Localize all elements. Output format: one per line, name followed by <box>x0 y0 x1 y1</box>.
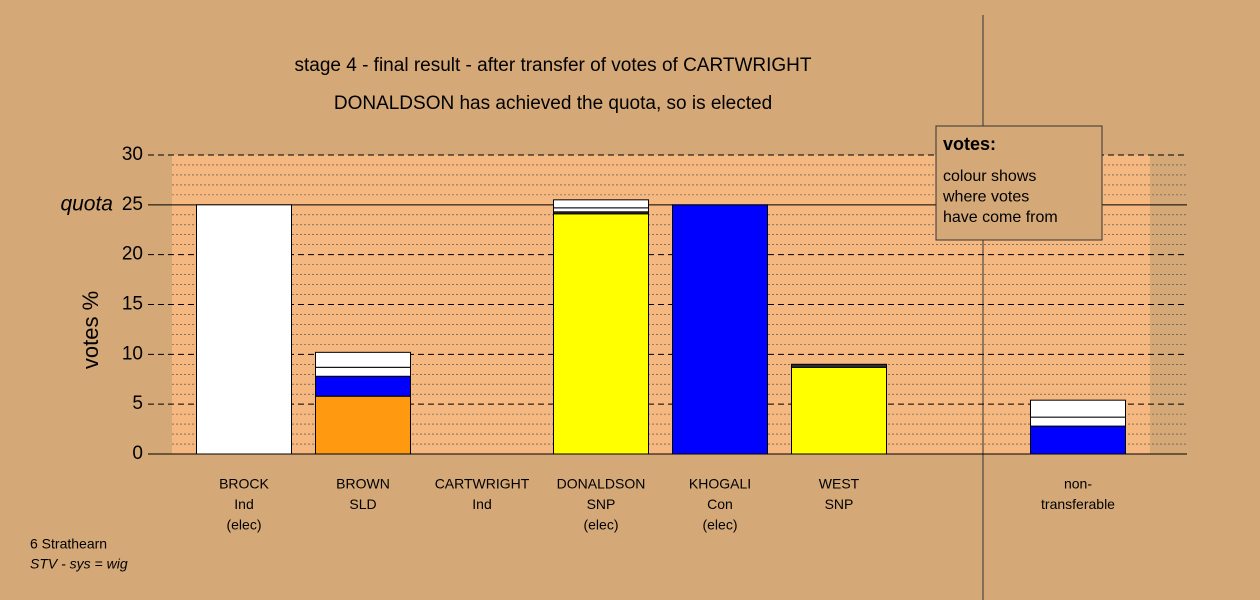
bar-segment <box>1030 399 1126 418</box>
bar-segment <box>315 366 411 377</box>
bar-segment <box>791 366 887 455</box>
y-axis-label: votes % <box>78 291 103 369</box>
legend-text: have come from <box>943 209 1058 226</box>
x-tick-label: (elec) <box>226 517 261 533</box>
legend-text: colour shows <box>943 168 1036 185</box>
x-tick-label: KHOGALI <box>689 476 751 492</box>
y-tick-label: 5 <box>132 393 143 414</box>
x-tick-label: (elec) <box>583 517 618 533</box>
chart-subtitle: DONALDSON has achieved the quota, so is … <box>334 93 772 114</box>
y-tick-label: 30 <box>122 144 143 165</box>
y-tick-label: 20 <box>122 244 143 265</box>
x-tick-label: Ind <box>234 496 253 512</box>
x-tick-label: SNP <box>587 496 616 512</box>
x-tick-label: BROCK <box>219 476 269 492</box>
x-tick-label: (elec) <box>702 517 737 533</box>
x-tick-label: Con <box>707 496 733 512</box>
x-tick-label: WEST <box>819 476 860 492</box>
legend-box <box>935 125 1103 241</box>
bar-segment <box>1030 416 1126 427</box>
bar-segment <box>672 204 768 455</box>
footer-line: STV - sys = wig <box>30 556 128 572</box>
bar-segment <box>196 204 292 455</box>
y-tick-label: 10 <box>122 343 143 364</box>
bar-segment <box>315 351 411 368</box>
bar-segment <box>1030 425 1126 455</box>
x-tick-label: BROWN <box>336 476 390 492</box>
x-tick-label: SLD <box>349 496 376 512</box>
x-tick-label: transferable <box>1041 496 1115 512</box>
x-tick-label: SNP <box>825 496 854 512</box>
footer-line: 6 Strathearn <box>30 536 107 552</box>
bar-segment <box>315 375 411 397</box>
x-tick-label: non- <box>1064 476 1092 492</box>
y-tick-label: 0 <box>132 443 143 464</box>
bar-segment <box>553 207 649 213</box>
bar-segment <box>315 395 411 455</box>
y-tick-label: 25 <box>122 194 143 215</box>
bar-segment <box>553 213 649 455</box>
legend-text: where votes <box>942 189 1029 206</box>
x-tick-label: Ind <box>472 496 491 512</box>
y-tick-label: 15 <box>122 294 143 315</box>
x-tick-label: DONALDSON <box>557 476 646 492</box>
legend-title: votes: <box>943 134 996 154</box>
quota-label: quota <box>60 192 113 215</box>
chart-title: stage 4 - final result - after transfer … <box>294 55 811 76</box>
x-tick-label: CARTWRIGHT <box>435 476 530 492</box>
bar-segment <box>553 199 649 209</box>
bar-segment <box>791 363 887 368</box>
